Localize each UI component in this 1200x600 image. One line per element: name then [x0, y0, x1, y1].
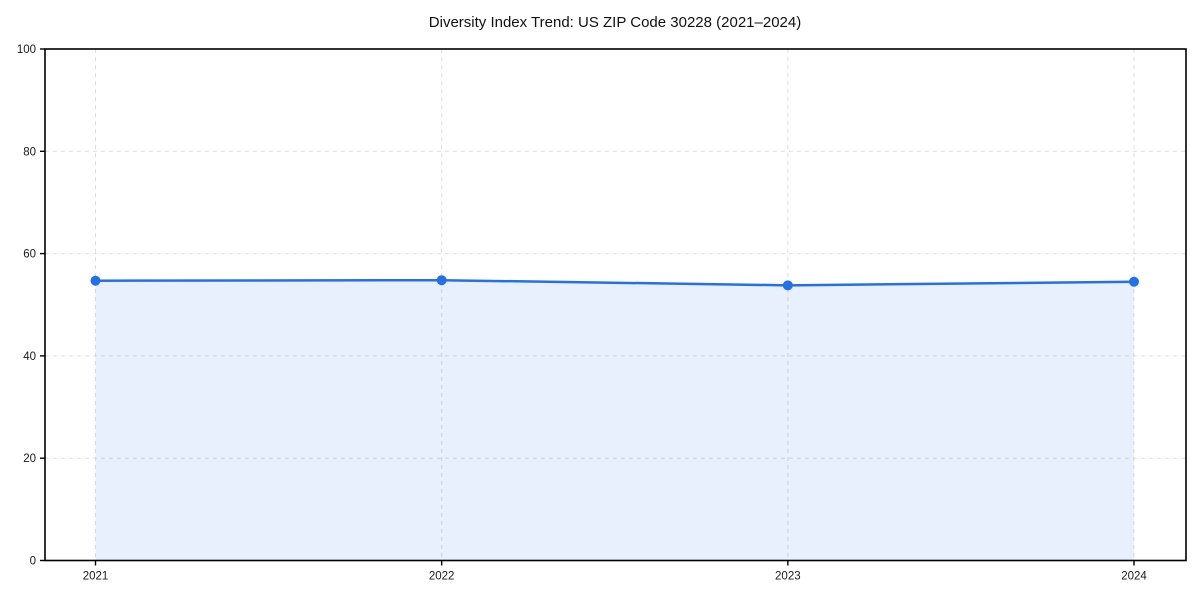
- chart-title: Diversity Index Trend: US ZIP Code 30228…: [429, 14, 801, 31]
- y-tick-label: 40: [23, 351, 36, 363]
- x-tick-label: 2024: [1121, 571, 1147, 583]
- x-tick-label: 2023: [775, 571, 801, 583]
- tick-layer: [40, 48, 1135, 566]
- x-tick-label: 2021: [83, 571, 109, 583]
- x-tick-label: 2022: [429, 571, 455, 583]
- marker-layer: [90, 275, 1139, 291]
- data-point-2023: [782, 280, 793, 291]
- area-fill: [95, 280, 1134, 561]
- line-layer: [94, 278, 1136, 287]
- y-tick-label: 20: [23, 453, 36, 465]
- area-layer: [95, 280, 1134, 561]
- plot-box-spines: [44, 48, 1187, 562]
- y-tick-label: 100: [17, 44, 36, 56]
- data-point-2022: [436, 275, 447, 286]
- tick-label-layer: 0 20 40 60 80 100 2021 2022 2023 2024: [17, 44, 1148, 582]
- y-tick-label: 80: [23, 146, 36, 158]
- y-tick-label: 0: [30, 556, 36, 568]
- spine-layer: [44, 48, 1187, 562]
- data-point-2021: [90, 275, 101, 286]
- trend-line: [94, 278, 1136, 287]
- y-tick-label: 60: [23, 249, 36, 261]
- data-point-2024: [1129, 276, 1139, 287]
